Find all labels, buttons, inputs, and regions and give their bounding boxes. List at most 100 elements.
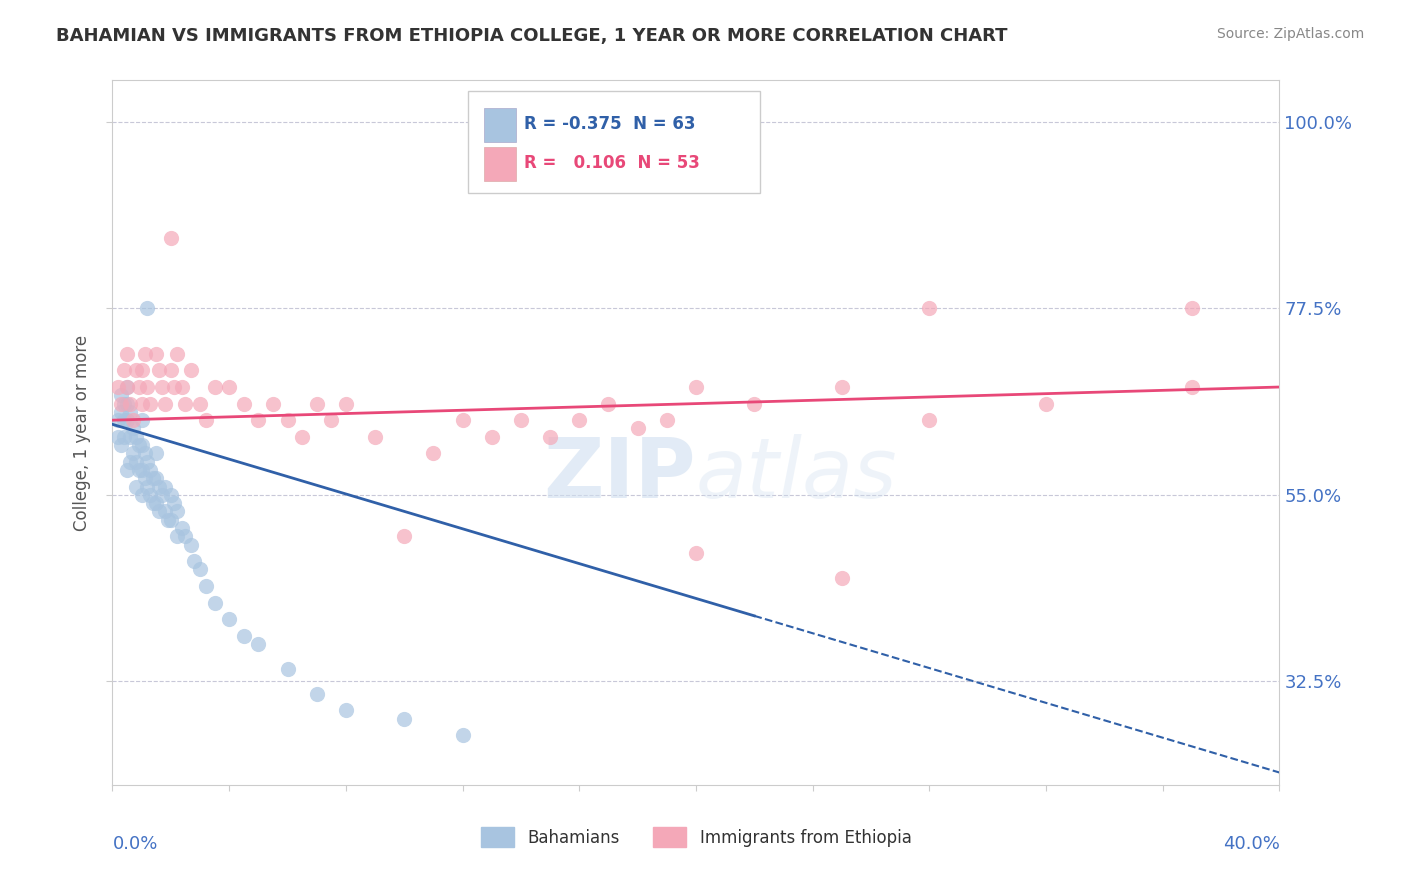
- Point: [160, 231, 183, 245]
- Point: [166, 529, 188, 543]
- Point: [831, 571, 853, 585]
- Point: [305, 396, 328, 410]
- Point: [145, 496, 167, 510]
- Point: [655, 413, 678, 427]
- Point: [125, 363, 148, 377]
- Point: [218, 612, 240, 626]
- Point: [134, 471, 156, 485]
- Point: [118, 396, 141, 410]
- Point: [118, 455, 141, 469]
- Point: [160, 513, 183, 527]
- Point: [153, 504, 176, 518]
- Text: R =   0.106  N = 53: R = 0.106 N = 53: [524, 154, 700, 172]
- Point: [145, 471, 167, 485]
- Point: [262, 396, 284, 410]
- Point: [107, 413, 129, 427]
- Point: [742, 396, 765, 410]
- Point: [918, 301, 941, 316]
- Point: [394, 529, 416, 543]
- Point: [180, 363, 202, 377]
- Point: [115, 463, 138, 477]
- Point: [110, 438, 132, 452]
- Point: [1035, 396, 1057, 410]
- Point: [148, 479, 170, 493]
- Point: [172, 380, 194, 394]
- Legend: Bahamians, Immigrants from Ethiopia: Bahamians, Immigrants from Ethiopia: [474, 821, 918, 855]
- Point: [131, 488, 153, 502]
- Point: [139, 488, 162, 502]
- Point: [148, 504, 170, 518]
- Point: [598, 396, 620, 410]
- Point: [180, 537, 202, 551]
- Point: [1181, 380, 1204, 394]
- Point: [166, 504, 188, 518]
- Point: [509, 413, 531, 427]
- Text: Source: ZipAtlas.com: Source: ZipAtlas.com: [1216, 27, 1364, 41]
- Point: [335, 396, 357, 410]
- Point: [110, 396, 132, 410]
- Text: 0.0%: 0.0%: [112, 835, 157, 853]
- Text: atlas: atlas: [696, 434, 897, 516]
- Point: [128, 463, 150, 477]
- Point: [134, 347, 156, 361]
- Text: ZIP: ZIP: [544, 434, 696, 516]
- Point: [174, 396, 197, 410]
- Point: [247, 637, 270, 651]
- Point: [1181, 301, 1204, 316]
- Point: [142, 496, 165, 510]
- Point: [115, 347, 138, 361]
- FancyBboxPatch shape: [468, 91, 761, 193]
- Point: [139, 463, 162, 477]
- Point: [172, 521, 194, 535]
- Point: [156, 513, 179, 527]
- Point: [166, 347, 188, 361]
- Point: [685, 380, 707, 394]
- Point: [131, 438, 153, 452]
- Point: [145, 446, 167, 460]
- Point: [276, 413, 298, 427]
- Y-axis label: College, 1 year or more: College, 1 year or more: [73, 334, 91, 531]
- Point: [134, 446, 156, 460]
- Point: [831, 380, 853, 394]
- Point: [188, 562, 211, 576]
- Point: [194, 579, 217, 593]
- Point: [131, 413, 153, 427]
- Point: [194, 413, 217, 427]
- Point: [276, 662, 298, 676]
- Point: [110, 388, 132, 402]
- Point: [232, 396, 254, 410]
- Point: [204, 380, 226, 394]
- Point: [128, 380, 150, 394]
- Point: [160, 363, 183, 377]
- Text: BAHAMIAN VS IMMIGRANTS FROM ETHIOPIA COLLEGE, 1 YEAR OR MORE CORRELATION CHART: BAHAMIAN VS IMMIGRANTS FROM ETHIOPIA COL…: [56, 27, 1008, 45]
- Point: [183, 554, 205, 568]
- Point: [115, 380, 138, 394]
- Point: [321, 413, 343, 427]
- Point: [112, 396, 135, 410]
- Text: 40.0%: 40.0%: [1223, 835, 1279, 853]
- Point: [451, 413, 474, 427]
- Point: [247, 413, 270, 427]
- Point: [107, 380, 129, 394]
- Point: [153, 396, 176, 410]
- Point: [122, 446, 145, 460]
- Point: [918, 413, 941, 427]
- Point: [232, 629, 254, 643]
- Point: [115, 380, 138, 394]
- Point: [364, 430, 387, 444]
- Point: [422, 446, 444, 460]
- Point: [125, 455, 148, 469]
- Point: [112, 363, 135, 377]
- Point: [136, 380, 159, 394]
- Point: [142, 471, 165, 485]
- Point: [112, 430, 135, 444]
- Point: [188, 396, 211, 410]
- Point: [685, 546, 707, 560]
- Point: [112, 413, 135, 427]
- Point: [163, 380, 186, 394]
- Point: [163, 496, 186, 510]
- Point: [291, 430, 314, 444]
- Point: [153, 479, 176, 493]
- Point: [125, 430, 148, 444]
- Point: [131, 396, 153, 410]
